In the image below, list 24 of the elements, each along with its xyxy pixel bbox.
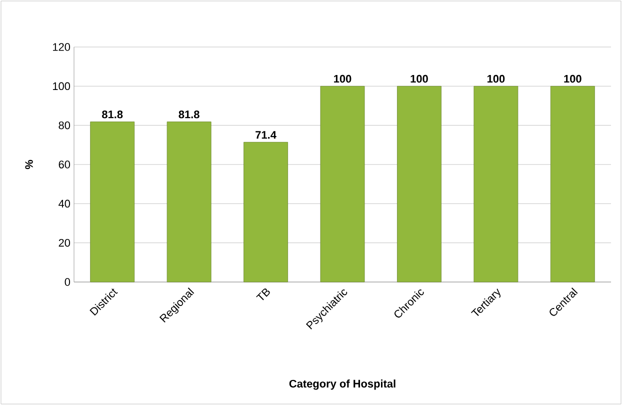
bar xyxy=(90,122,135,282)
data-label: 100 xyxy=(487,74,505,83)
bar xyxy=(474,86,518,282)
y-axis-title: % xyxy=(25,160,33,170)
data-label: 81.8 xyxy=(178,110,200,118)
data-label: 100 xyxy=(410,74,428,83)
bar xyxy=(244,142,288,282)
y-tick-label: 120 xyxy=(53,43,70,51)
x-tick-label: TB xyxy=(256,288,270,300)
bar xyxy=(320,86,365,282)
data-label: 100 xyxy=(564,74,582,83)
bar xyxy=(166,122,212,282)
data-label: 71.4 xyxy=(256,131,276,139)
y-tick-label: 100 xyxy=(53,82,70,90)
y-tick-label: 40 xyxy=(58,200,70,208)
y-tick-label: 0 xyxy=(64,278,70,286)
x-axis-title: Category of Hospital xyxy=(289,380,396,390)
data-label: 81.8 xyxy=(102,110,123,118)
bar xyxy=(397,86,442,282)
bar xyxy=(550,86,595,282)
y-tick-label: 80 xyxy=(58,121,70,130)
data-label: 100 xyxy=(334,74,352,83)
y-tick-label: 60 xyxy=(58,160,70,168)
y-tick-label: 20 xyxy=(58,238,70,247)
